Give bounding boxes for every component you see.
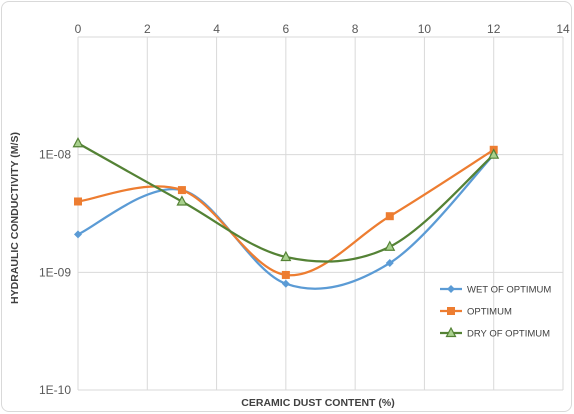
data-point	[74, 230, 82, 239]
data-point	[385, 212, 394, 221]
x-tick-label: 2	[144, 22, 151, 36]
y-tick-label: 1E-08	[39, 148, 71, 162]
x-tick-label: 0	[75, 22, 82, 36]
x-tick-label: 10	[418, 22, 432, 36]
data-point	[385, 259, 394, 268]
y-tick-labels: 1E-10 1E-09 1E-08	[39, 148, 71, 397]
data-point	[176, 195, 188, 206]
legend-label: OPTIMUM	[467, 307, 512, 318]
legend-marker	[447, 307, 455, 315]
legend-label: DRY OF OPTIMUM	[467, 329, 550, 340]
legend-label: WET OF OPTIMUM	[467, 285, 551, 296]
data-point	[488, 148, 500, 159]
data-point	[280, 250, 292, 262]
x-tick-label: 4	[213, 22, 220, 36]
x-tick-labels: 0 2 4 6 8 10 12 14	[75, 22, 570, 36]
data-point	[177, 186, 186, 195]
x-tick-label: 12	[487, 22, 501, 36]
y-tick-label: 1E-10	[39, 383, 71, 397]
legend: WET OF OPTIMUM OPTIMUM DRY OF OPTIMUM	[440, 285, 551, 340]
x-tick-label: 14	[556, 22, 570, 36]
series-markers	[72, 136, 500, 288]
x-tick-label: 6	[283, 22, 290, 36]
grid-lines	[77, 36, 564, 391]
data-point	[281, 279, 290, 288]
data-point	[72, 136, 84, 148]
y-axis-title: HYDRAULIC CONDUCTIVITY (M/S)	[9, 132, 21, 304]
x-axis-title: CERAMIC DUST CONTENT (%)	[241, 397, 394, 409]
y-tick-label: 1E-09	[39, 265, 71, 279]
data-point	[74, 197, 82, 206]
data-point	[281, 270, 290, 279]
legend-marker	[445, 326, 457, 338]
x-tick-label: 8	[352, 22, 359, 36]
legend-marker	[447, 285, 455, 293]
data-point	[384, 240, 396, 251]
